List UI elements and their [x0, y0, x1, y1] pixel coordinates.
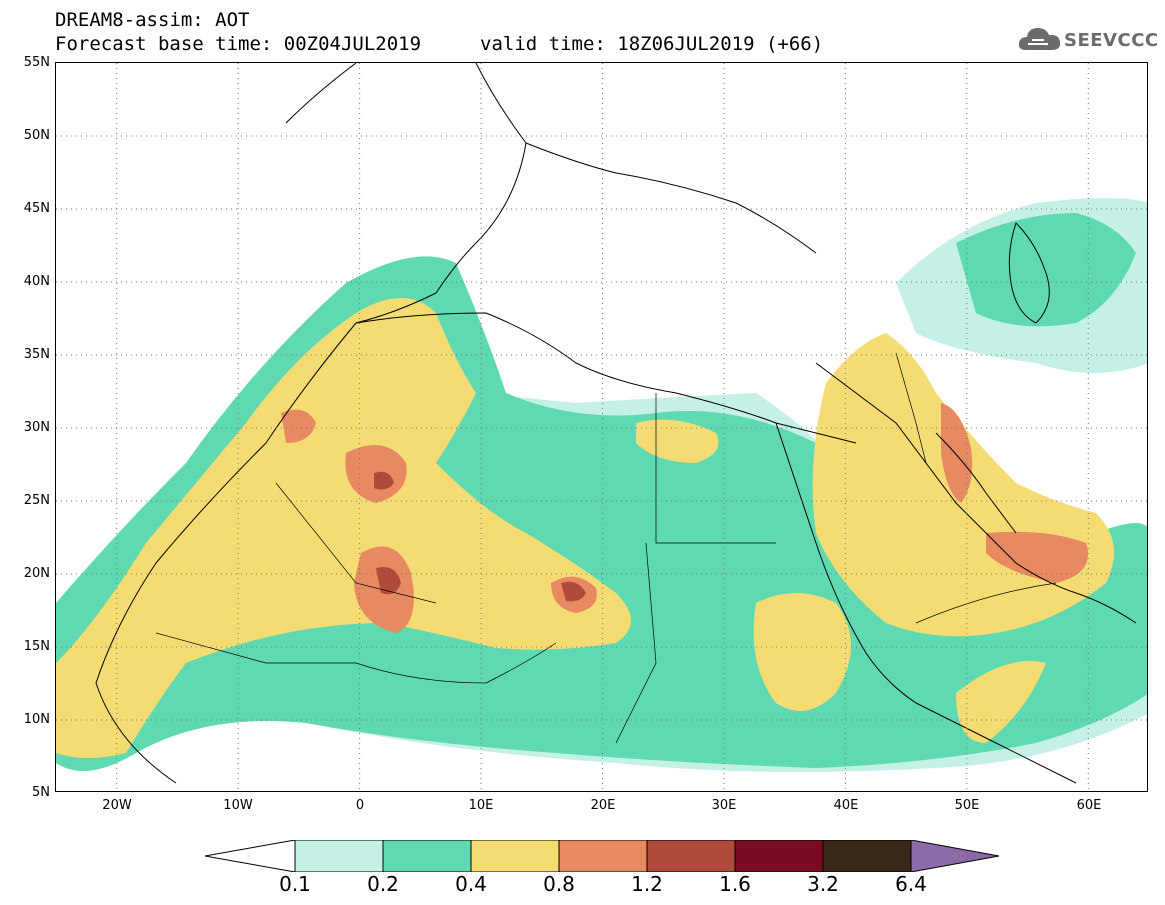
lat-label-45n: 45N	[23, 201, 50, 216]
aot-zone-dark-1	[376, 567, 401, 595]
colorbar-label-1: 0.1	[279, 872, 311, 896]
valid-time: valid time: 18Z06JUL2019 (+66)	[480, 33, 824, 55]
colorbar-over-arrow	[910, 840, 1000, 872]
aot-zone-yellow-5	[956, 661, 1046, 743]
coastline-caspian	[1008, 222, 1050, 324]
lat-label-35n: 35N	[23, 347, 50, 362]
colorbar-label-4: 0.8	[543, 872, 575, 896]
colorbar-bin-4	[558, 840, 648, 872]
lon-label-20w: 20W	[102, 798, 132, 813]
aot-zone-orange-4	[941, 403, 973, 503]
lon-label-20e: 20E	[590, 798, 616, 813]
lon-label-10w: 10W	[223, 798, 253, 813]
aot-zone-yellow-1	[56, 298, 631, 758]
lat-label-30n: 30N	[23, 420, 50, 435]
lat-label-10n: 10N	[23, 712, 50, 727]
colorbar-bin-3	[470, 840, 560, 872]
lon-label-40e: 40E	[833, 798, 859, 813]
border-saudi-yemen	[915, 582, 1057, 624]
aot-shading	[56, 198, 1147, 772]
lon-label-60e: 60E	[1076, 798, 1102, 813]
lat-label-15n: 15N	[23, 639, 50, 654]
colorbar-bin-6	[734, 840, 824, 872]
lat-label-40n: 40N	[23, 274, 50, 289]
lat-label-25n: 25N	[23, 493, 50, 508]
colorbar-label-3: 0.4	[455, 872, 487, 896]
aot-map	[55, 62, 1148, 792]
aot-map-canvas	[56, 63, 1147, 791]
lat-label-50n: 50N	[23, 128, 50, 143]
coastlines	[95, 63, 1137, 784]
coastline-red-sea	[775, 422, 917, 704]
lat-label-5n: 5N	[32, 785, 50, 800]
lat-label-20n: 20N	[23, 566, 50, 581]
colorbar-bin-2	[382, 840, 472, 872]
colorbar-label-2: 0.2	[367, 872, 399, 896]
forecast-base-time: Forecast base time: 00Z04JUL2019	[55, 33, 422, 55]
border-iran-iraq	[895, 352, 927, 464]
coastline-europe	[285, 63, 817, 324]
colorbar-under-arrow	[205, 840, 296, 872]
graticule	[56, 63, 1147, 791]
colorbar-label-8: 6.4	[895, 872, 927, 896]
aot-zone-dark-3	[374, 471, 394, 490]
border-niger-nigeria	[355, 642, 557, 684]
colorbar-bin-5	[646, 840, 736, 872]
aot-zone-yellow-4	[636, 419, 719, 463]
aot-zone-orange-6	[281, 409, 316, 443]
aot-zone-orange-5	[986, 531, 1088, 583]
coastline-north-africa	[355, 312, 857, 444]
border-libya-egypt	[655, 393, 776, 544]
colorbar-bin-7	[822, 840, 912, 872]
seevccc-logo: SEEVCCC	[1018, 24, 1158, 58]
map-title: DREAM8-assim: AOT	[55, 9, 250, 31]
border-sahel	[155, 632, 356, 664]
cloud-icon	[1018, 28, 1061, 50]
colorbar-label-7: 3.2	[807, 872, 839, 896]
colorbar-bin-1	[294, 840, 384, 872]
logo-text: SEEVCCC	[1064, 30, 1159, 51]
colorbar-label-6: 1.6	[719, 872, 751, 896]
lon-label-10e: 10E	[468, 798, 494, 813]
aot-zone-green-2	[956, 213, 1136, 327]
coastline-arabia	[815, 362, 1137, 784]
aot-colorbar	[205, 840, 1000, 872]
border-algeria-mali	[275, 482, 437, 604]
border-chad-sudan	[615, 542, 657, 744]
aot-zone-dark-2	[561, 581, 586, 602]
lon-label-0: 0	[355, 798, 365, 813]
coastline-west-africa	[95, 322, 357, 784]
lon-label-30e: 30E	[711, 798, 737, 813]
coastline-persian-gulf	[935, 432, 1017, 534]
colorbar-label-5: 1.2	[631, 872, 663, 896]
lat-label-55n: 55N	[23, 55, 50, 70]
country-borders	[155, 352, 1057, 744]
lon-label-50e: 50E	[954, 798, 980, 813]
aot-zone-yellow-3	[753, 593, 851, 711]
